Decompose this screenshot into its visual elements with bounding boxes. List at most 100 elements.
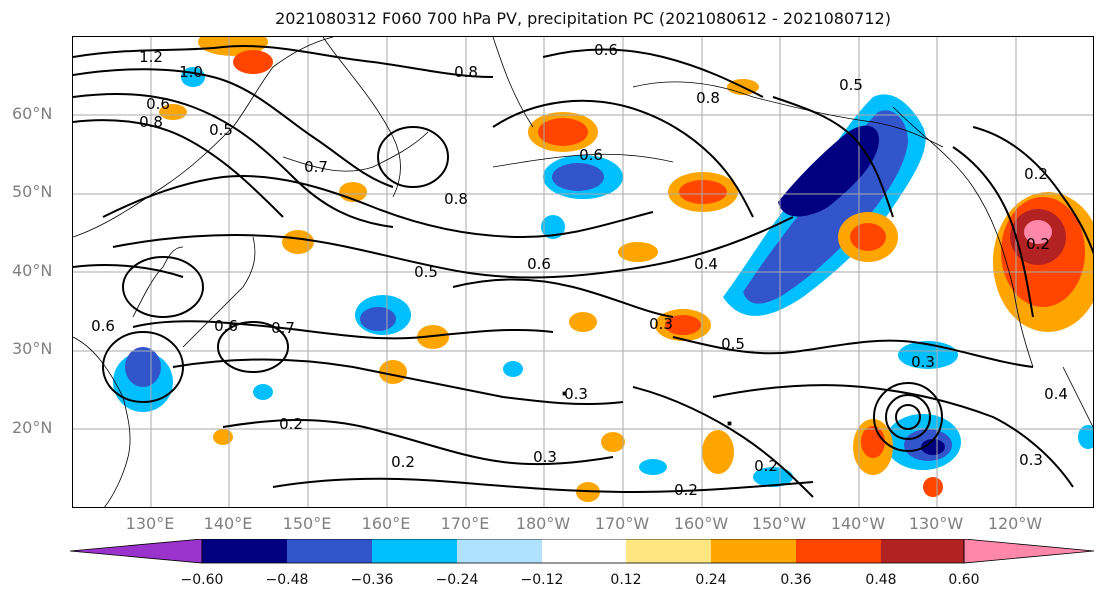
island-midway — [562, 391, 567, 396]
precip-pos-central-red — [665, 315, 701, 335]
lon-label-120w: 120°W — [987, 514, 1043, 533]
precip-pos-small-8 — [601, 432, 625, 452]
lon-label-180w: 180°W — [515, 514, 571, 533]
contour-label: 0.4 — [1044, 385, 1068, 403]
colorbar-segment — [457, 539, 542, 563]
contour-10 — [222, 419, 614, 466]
contour-label: 0.2 — [674, 481, 698, 499]
colorbar-segment — [287, 539, 372, 563]
coastlines — [73, 37, 1093, 507]
contour-15 — [772, 96, 894, 218]
contour-6 — [112, 216, 794, 279]
contour-1 — [73, 45, 494, 78]
contour-12 — [672, 336, 1034, 368]
precip-neg-small-7 — [639, 459, 667, 475]
colorbar-segment — [542, 539, 626, 563]
contour-label: 0.7 — [304, 158, 328, 176]
contour-hawaii-ring-2 — [885, 394, 931, 440]
lon-label-150e: 150°E — [282, 514, 332, 533]
precip-neg-small-5 — [1078, 425, 1093, 449]
coastline-okhotsk — [282, 131, 429, 172]
lon-label-150w: 150°W — [751, 514, 807, 533]
contour-label: 1.2 — [139, 48, 163, 66]
contour-3 — [73, 93, 394, 228]
contour-label: 0.5 — [209, 121, 233, 139]
coastline-korea — [132, 246, 184, 318]
lon-label-130w: 130°W — [908, 514, 964, 533]
contour-label: 0.6 — [579, 146, 603, 164]
map-canvas: 1.2 1.0 0.6 0.8 0.5 0.7 0.6 0.8 0.8 0.5 … — [73, 37, 1093, 507]
coastline-baja — [1062, 366, 1093, 428]
coastline-alaska — [632, 81, 944, 148]
colorbar-segment — [626, 539, 711, 563]
precip-neg-midpac-mid — [360, 307, 396, 331]
precip-neg-small-6 — [753, 467, 793, 487]
contour-16 — [952, 146, 1034, 318]
contour-17 — [972, 126, 1093, 255]
colorbar — [70, 539, 1095, 564]
lat-label-20n: 20°N — [12, 418, 53, 437]
lon-label-160w: 160°W — [673, 514, 729, 533]
contour-label: 0.8 — [444, 190, 468, 208]
contour-label: 0.4 — [694, 255, 718, 273]
contour-label: 0.3 — [564, 385, 588, 403]
coastline-aleutians — [492, 153, 674, 168]
lat-label-40n: 40°N — [12, 261, 53, 280]
contour-label: 0.8 — [139, 113, 163, 131]
colorbar-tick: −0.12 — [520, 572, 564, 588]
contour-label: 0.3 — [911, 353, 935, 371]
coastline-china — [73, 336, 131, 507]
contour-label: 0.6 — [214, 317, 238, 335]
precip-neg-small-2 — [503, 361, 523, 377]
contour-label: 0.2 — [391, 453, 415, 471]
contour-label: 0.6 — [594, 41, 618, 59]
contour-9 — [172, 358, 624, 406]
colorbar-tick: 0.12 — [610, 572, 642, 588]
precip-neg-japan-mid — [125, 347, 161, 387]
colorbar-tick: 0.24 — [695, 572, 727, 588]
precip-pos-small-4 — [379, 360, 407, 384]
contour-label: 0.6 — [527, 255, 551, 273]
precip-pos-small-14 — [233, 50, 273, 74]
precip-neg-hawaii-dark — [921, 439, 945, 455]
precip-neg-small-3 — [253, 384, 273, 400]
colorbar-segment — [881, 539, 964, 563]
colorbar-extend-low — [70, 539, 203, 564]
colorbar-segment — [202, 539, 287, 563]
contour-5 — [102, 175, 654, 239]
coastline-chukotka — [492, 37, 534, 128]
contour-label: 0.7 — [271, 319, 295, 337]
contour-closed-2 — [217, 321, 289, 373]
contour-7 — [73, 264, 184, 278]
map-panel: 1.2 1.0 0.6 0.8 0.5 0.7 0.6 0.8 0.8 0.5 … — [72, 36, 1094, 508]
lat-label-60n: 60°N — [12, 104, 53, 123]
precip-shading — [113, 37, 1093, 502]
colorbar-tick: −0.36 — [350, 572, 394, 588]
colorbar-tick: −0.48 — [265, 572, 309, 588]
contour-label: 0.5 — [721, 335, 745, 353]
precip-pos-small-3 — [417, 325, 449, 349]
contour-label: 0.2 — [1024, 165, 1048, 183]
colorbar-outline — [201, 539, 965, 564]
precip-pos-mid-red — [679, 180, 727, 204]
island-hawaii — [727, 421, 732, 426]
graticule — [73, 37, 1093, 507]
colorbar-tick: 0.48 — [865, 572, 897, 588]
colorbar-tick: 0.36 — [780, 572, 812, 588]
contour-label: 0.2 — [279, 415, 303, 433]
lon-label-140e: 140°E — [203, 514, 253, 533]
contour-label: 0.3 — [649, 315, 673, 333]
contour-label: 0.6 — [91, 317, 115, 335]
contour-closed-1 — [102, 331, 184, 403]
lon-label-130e: 130°E — [125, 514, 175, 533]
colorbar-extend-high — [963, 539, 1095, 564]
lon-label-170w: 170°W — [594, 514, 650, 533]
colorbar-segment — [711, 539, 796, 563]
coastline-kamchatka — [322, 37, 401, 198]
contour-label: 0.8 — [454, 63, 478, 81]
precip-pos-hawaii-red — [861, 426, 885, 458]
contour-label: 0.2 — [1026, 235, 1050, 253]
contour-closed-3 — [377, 126, 449, 188]
precip-pos-small-7 — [213, 429, 233, 445]
precip-neg-small-1 — [541, 215, 565, 239]
